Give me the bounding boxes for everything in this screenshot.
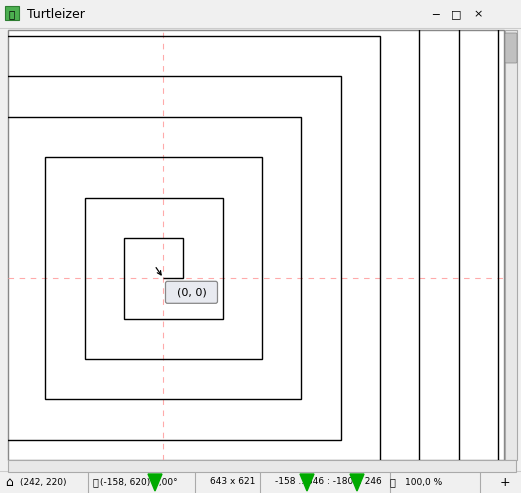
Text: 643 x 621: 643 x 621 (210, 478, 255, 487)
Text: Turtleizer: Turtleizer (27, 7, 85, 21)
Text: 100,0 %: 100,0 % (405, 478, 442, 487)
Text: 🐢: 🐢 (93, 477, 99, 487)
Bar (5, 6, 19, 20)
Text: (-158, 620) 0,00°: (-158, 620) 0,00° (100, 478, 178, 487)
Polygon shape (148, 474, 162, 491)
Polygon shape (350, 474, 364, 491)
Text: 🔍: 🔍 (390, 477, 396, 487)
Text: (0, 0): (0, 0) (177, 287, 206, 297)
FancyBboxPatch shape (505, 33, 517, 63)
Text: ×: × (473, 9, 482, 19)
Text: □: □ (451, 9, 461, 19)
Text: +: + (500, 476, 511, 489)
Text: -158 .. 346 : -180 .. 246: -158 .. 346 : -180 .. 246 (275, 478, 382, 487)
FancyBboxPatch shape (166, 282, 217, 303)
Text: ⌂: ⌂ (5, 476, 13, 489)
Polygon shape (300, 474, 314, 491)
Bar (0, 0, 521, 28)
Bar (505, 30, 517, 460)
Text: (242, 220): (242, 220) (20, 478, 67, 487)
Text: 🐢: 🐢 (9, 9, 15, 19)
Bar (8, 460, 516, 472)
Bar (0, 471, 521, 493)
Text: ─: ─ (431, 9, 438, 19)
Bar (8, 30, 504, 460)
